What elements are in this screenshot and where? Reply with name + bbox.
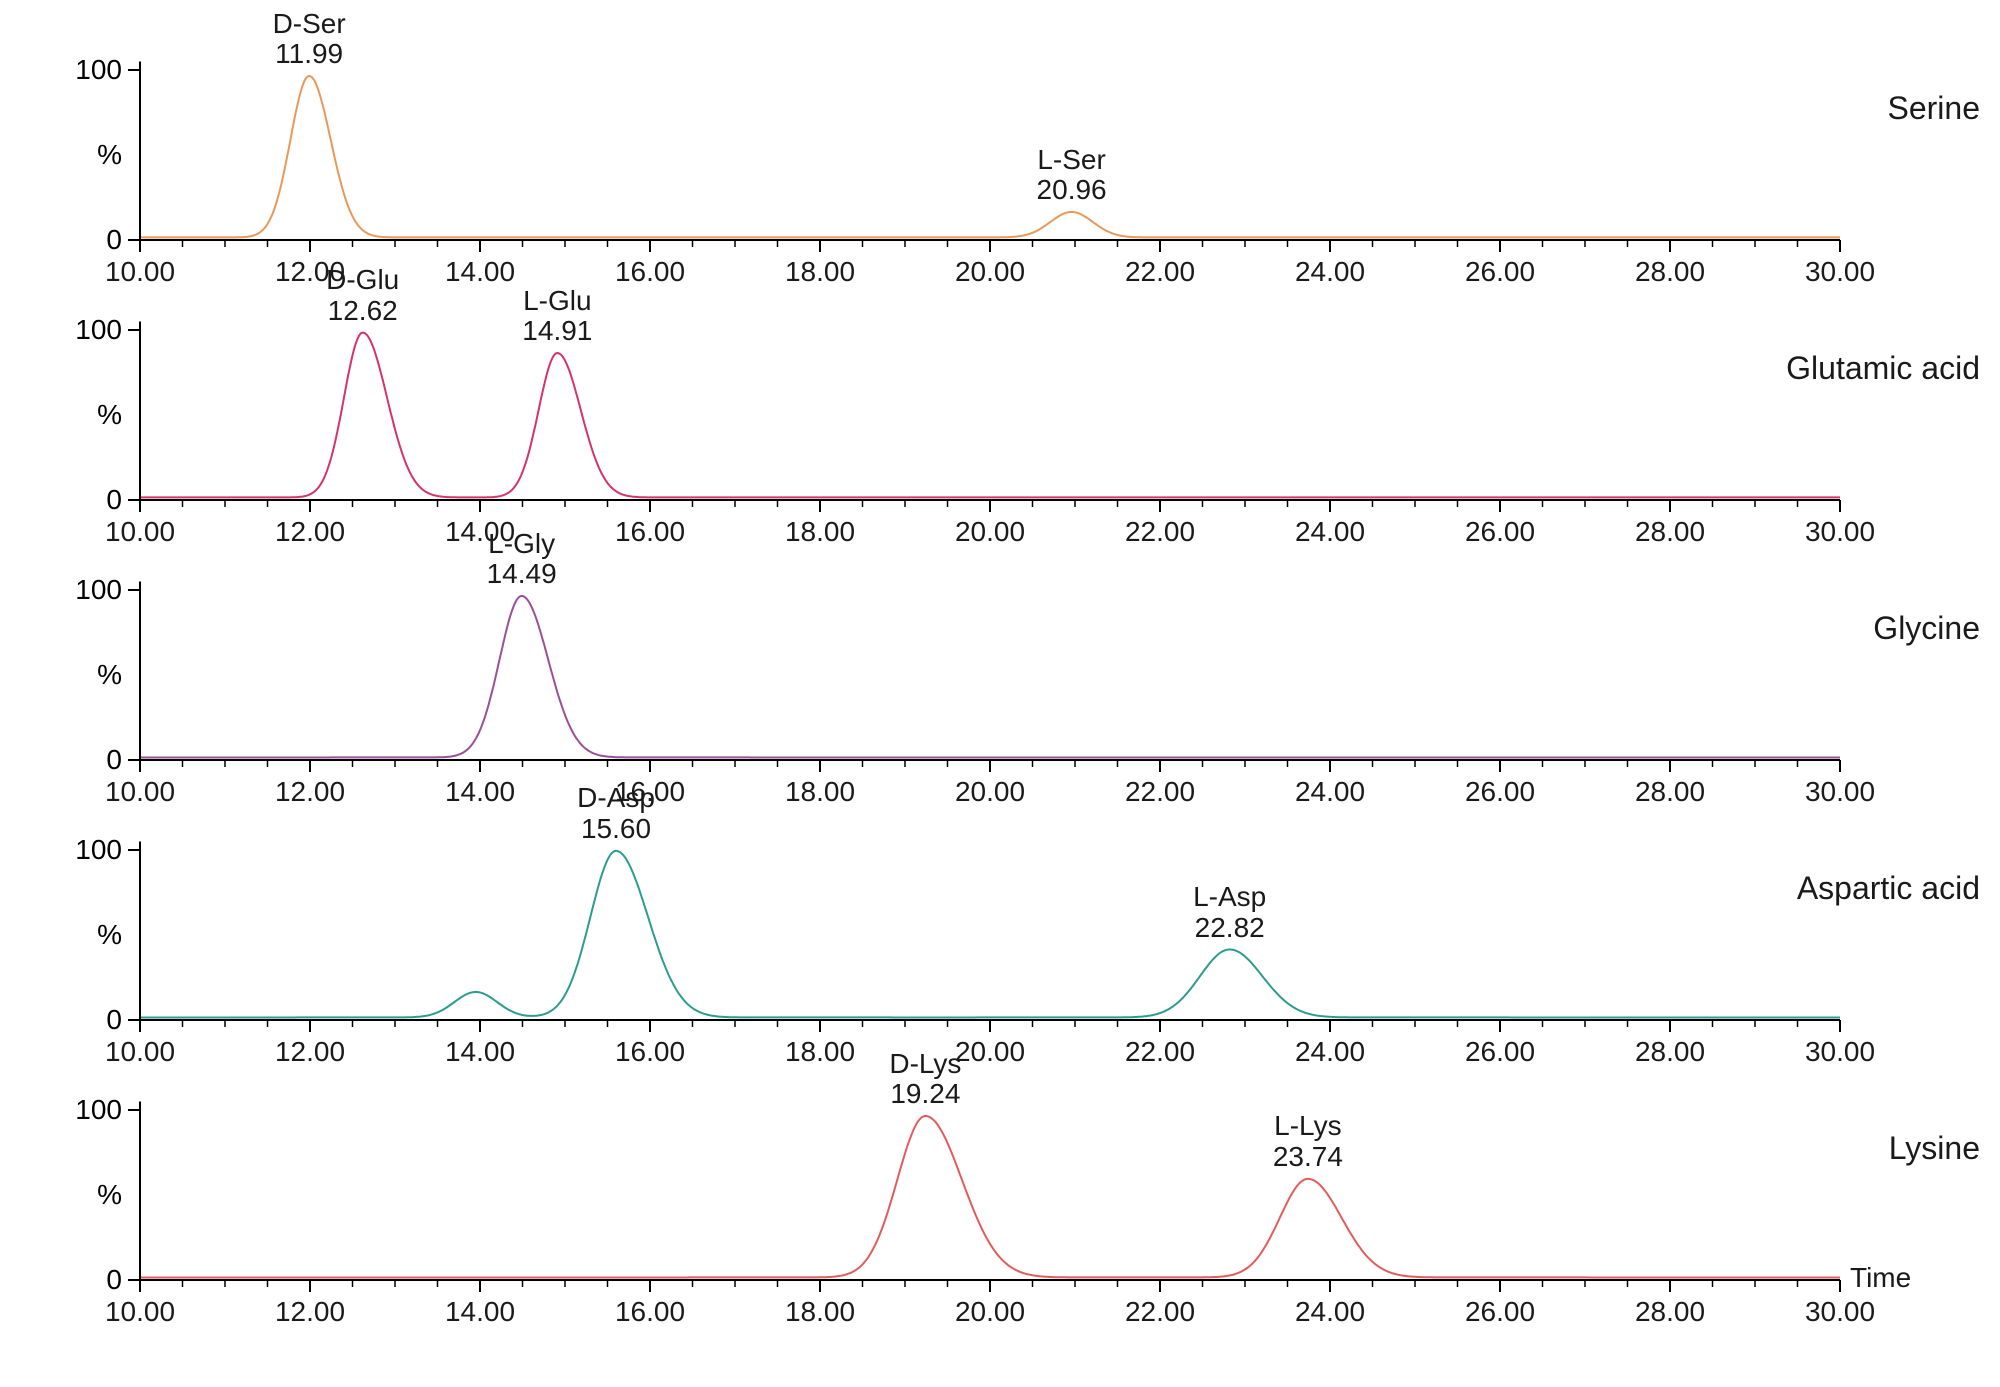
panel-svg-lysine bbox=[0, 0, 2000, 1387]
xtick-label: 20.00 bbox=[955, 1296, 1025, 1328]
panel-title-lysine: Lysine bbox=[1889, 1130, 1980, 1167]
x-axis-title: Time bbox=[1850, 1262, 1911, 1294]
peak-label-lysine: L-Lys23.74 bbox=[1273, 1111, 1343, 1173]
peak-label-lysine: D-Lys19.24 bbox=[889, 1049, 961, 1111]
xtick-label: 30.00 bbox=[1805, 1296, 1875, 1328]
ytick-label: 100 bbox=[75, 1094, 122, 1126]
xtick-label: 10.00 bbox=[105, 1296, 175, 1328]
trace-lysine bbox=[140, 1116, 1840, 1278]
ylabel-lysine: % bbox=[97, 1179, 122, 1211]
chromatogram-figure: 10.00 12.00 14.00 16.00 18.00 20.00 22.00 24.00… bbox=[0, 0, 2000, 1387]
xtick-label: 22.00 bbox=[1125, 1296, 1195, 1328]
xtick-label: 28.00 bbox=[1635, 1296, 1705, 1328]
xtick-label: 14.00 bbox=[445, 1296, 515, 1328]
xtick-label: 26.00 bbox=[1465, 1296, 1535, 1328]
axes-lysine bbox=[140, 1102, 1840, 1281]
xtick-label: 16.00 bbox=[615, 1296, 685, 1328]
xtick-label: 24.00 bbox=[1295, 1296, 1365, 1328]
xtick-label: 18.00 bbox=[785, 1296, 855, 1328]
ytick-label: 0 bbox=[106, 1264, 122, 1296]
xtick-label: 12.00 bbox=[275, 1296, 345, 1328]
